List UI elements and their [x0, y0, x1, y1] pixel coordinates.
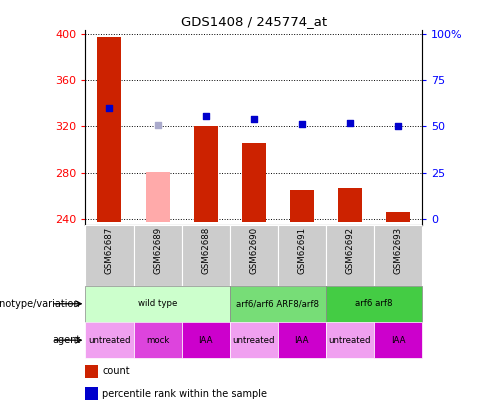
Text: GSM62688: GSM62688	[201, 227, 210, 275]
Bar	[85, 286, 230, 322]
Point	[394, 123, 402, 130]
Bar	[98, 37, 122, 222]
Bar	[374, 322, 422, 358]
Bar	[230, 286, 326, 322]
Bar	[242, 143, 266, 222]
Text: IAA: IAA	[199, 336, 213, 345]
Text: GSM62689: GSM62689	[153, 227, 162, 274]
Bar	[85, 322, 134, 358]
Text: arf6/arf6 ARF8/arf8: arf6/arf6 ARF8/arf8	[236, 299, 319, 308]
Text: GSM62691: GSM62691	[297, 227, 306, 274]
Bar	[278, 225, 326, 286]
Text: untreated: untreated	[232, 336, 275, 345]
Bar	[374, 225, 422, 286]
Point	[250, 116, 258, 123]
Text: IAA: IAA	[295, 336, 309, 345]
Bar	[230, 322, 278, 358]
Bar	[85, 225, 134, 286]
Bar	[134, 322, 182, 358]
Bar	[326, 225, 374, 286]
Text: untreated: untreated	[88, 336, 131, 345]
Text: GSM62692: GSM62692	[346, 227, 354, 274]
Bar	[290, 190, 314, 222]
Text: untreated: untreated	[329, 336, 371, 345]
Text: percentile rank within the sample: percentile rank within the sample	[102, 389, 267, 399]
Text: count: count	[102, 367, 130, 376]
Bar	[230, 225, 278, 286]
Text: GSM62690: GSM62690	[249, 227, 258, 274]
Point	[298, 121, 306, 127]
Bar	[278, 322, 326, 358]
Text: agent: agent	[52, 335, 81, 345]
Bar	[194, 126, 218, 222]
Bar	[326, 286, 422, 322]
Bar	[182, 322, 230, 358]
Point	[105, 104, 113, 111]
Bar	[134, 225, 182, 286]
Text: mock: mock	[146, 336, 169, 345]
Bar	[326, 322, 374, 358]
Bar	[182, 225, 230, 286]
Text: arf6 arf8: arf6 arf8	[355, 299, 393, 308]
Title: GDS1408 / 245774_at: GDS1408 / 245774_at	[181, 15, 327, 28]
Text: IAA: IAA	[391, 336, 406, 345]
Point	[346, 120, 354, 126]
Point	[202, 113, 209, 119]
Point	[154, 122, 162, 128]
Text: GSM62687: GSM62687	[105, 227, 114, 275]
Bar	[386, 212, 410, 222]
Text: genotype/variation: genotype/variation	[0, 299, 81, 309]
Text: wild type: wild type	[138, 299, 177, 308]
Bar	[145, 172, 170, 222]
Text: GSM62693: GSM62693	[393, 227, 403, 274]
Bar	[338, 188, 362, 222]
